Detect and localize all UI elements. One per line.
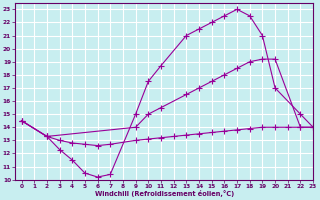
X-axis label: Windchill (Refroidissement éolien,°C): Windchill (Refroidissement éolien,°C) xyxy=(94,190,234,197)
